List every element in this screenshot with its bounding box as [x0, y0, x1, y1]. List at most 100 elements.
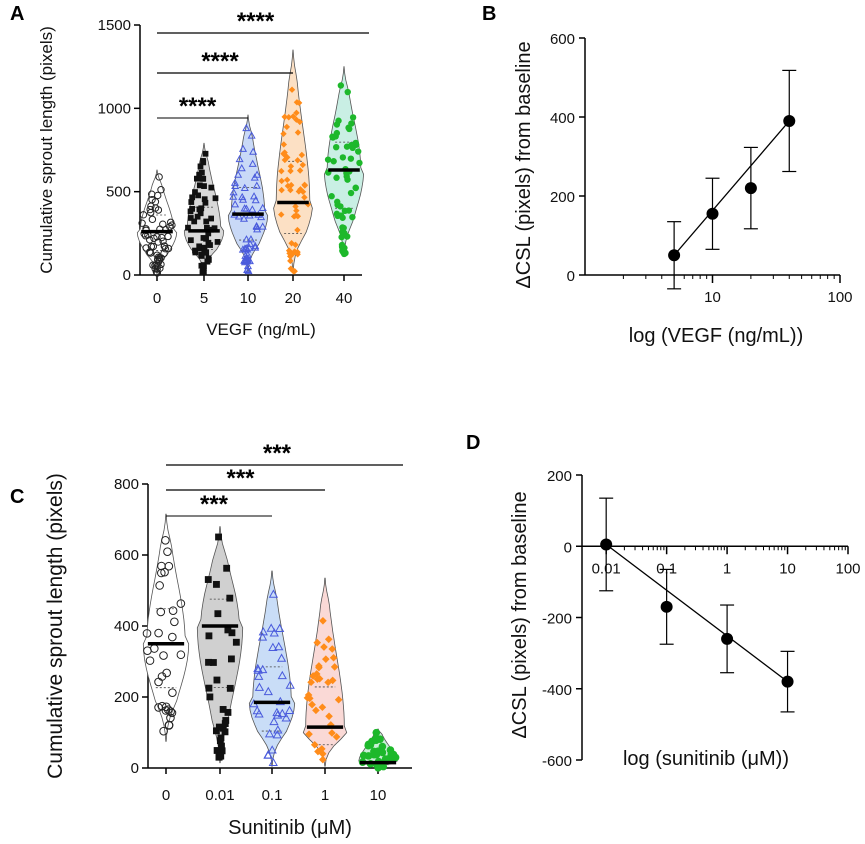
data-point [238, 245, 247, 253]
data-point [264, 728, 275, 738]
data-point [324, 635, 333, 644]
data-point [344, 88, 351, 96]
data-point [305, 730, 313, 738]
data-point [185, 224, 191, 231]
y-tick-label: 400 [114, 618, 139, 635]
y-tick-label: 600 [114, 547, 139, 564]
y-tick-label: 600 [550, 31, 575, 48]
data-point [212, 727, 220, 735]
data-point [338, 241, 346, 249]
data-point [287, 167, 294, 175]
data-point [288, 240, 295, 247]
data-point [293, 109, 300, 117]
y-tick-label: 800 [114, 476, 139, 493]
data-point [151, 265, 159, 273]
data-point [212, 195, 219, 202]
data-point [205, 658, 212, 666]
data-point [254, 682, 265, 691]
data-point [245, 243, 254, 251]
data-point [251, 195, 260, 204]
data-point [283, 176, 291, 184]
data-point [209, 659, 217, 666]
data-point [160, 242, 169, 250]
y-tick-label: 400 [550, 110, 575, 127]
data-point [202, 150, 209, 157]
data-point [201, 244, 208, 251]
data-point [151, 198, 160, 206]
data-point [329, 653, 338, 662]
data-point [309, 672, 317, 680]
data-point [391, 753, 400, 762]
data-point [168, 688, 177, 697]
data-point [230, 178, 239, 186]
data-point [301, 194, 308, 201]
data-point [156, 607, 166, 617]
data-point [200, 175, 207, 182]
data-point [164, 720, 174, 730]
x-tick-label: 0.1 [262, 787, 283, 804]
data-point [332, 733, 341, 741]
data-point [231, 200, 240, 208]
data-point [374, 764, 382, 772]
data-point [204, 576, 212, 583]
data-point [313, 638, 322, 647]
data-point [168, 632, 177, 642]
data-point [277, 708, 287, 718]
data-point [146, 208, 155, 217]
data-point [229, 188, 238, 196]
data-point [189, 194, 196, 201]
data-point [154, 628, 163, 638]
data-point [238, 195, 248, 203]
data-point [199, 269, 206, 275]
data-point [292, 241, 299, 248]
panel-label: C [10, 486, 24, 508]
data-point [197, 210, 204, 217]
data-point [149, 261, 157, 269]
data-point [161, 536, 170, 545]
y-tick-label: 0 [123, 267, 131, 284]
data-point [304, 691, 313, 699]
panel-label: D [466, 432, 480, 454]
data-point [243, 255, 252, 264]
data-point [372, 736, 380, 745]
data-point [142, 629, 152, 638]
data-point [292, 203, 299, 210]
data-point [298, 151, 306, 159]
data-point [290, 213, 298, 220]
data-point [284, 705, 295, 715]
data-point [266, 623, 276, 632]
x-tick-label: 0.1 [656, 560, 677, 577]
data-point [254, 709, 264, 718]
significance-label: **** [237, 8, 275, 35]
data-point [272, 707, 282, 717]
data-point [188, 199, 195, 205]
data-point [251, 243, 260, 251]
data-point [240, 244, 249, 252]
significance-label: *** [263, 440, 292, 467]
data-point [296, 167, 304, 174]
data-point [240, 183, 249, 191]
data-point [243, 250, 252, 258]
data-point [339, 154, 347, 161]
data-point [347, 189, 355, 197]
violin-1 [302, 577, 348, 767]
x-tick-label: 1 [723, 560, 731, 577]
data-point [294, 157, 301, 164]
data-point [284, 154, 291, 161]
data-point [224, 708, 232, 716]
data-point [285, 680, 295, 689]
data-point [176, 650, 186, 660]
x-tick-label: 10 [779, 560, 796, 577]
data-point [339, 214, 346, 221]
data-point [341, 229, 348, 237]
significance-label: **** [201, 48, 239, 75]
data-point [287, 163, 295, 170]
data-point [223, 564, 231, 572]
data-point [242, 235, 251, 243]
data-point [277, 670, 287, 680]
data-point [246, 239, 255, 247]
data-point [334, 695, 343, 704]
panel-a: A 0 500 1000 1500 0 5 10 20 40 Cumulative sprout l… [10, 3, 369, 339]
data-point [248, 205, 257, 213]
data-point [200, 159, 207, 166]
